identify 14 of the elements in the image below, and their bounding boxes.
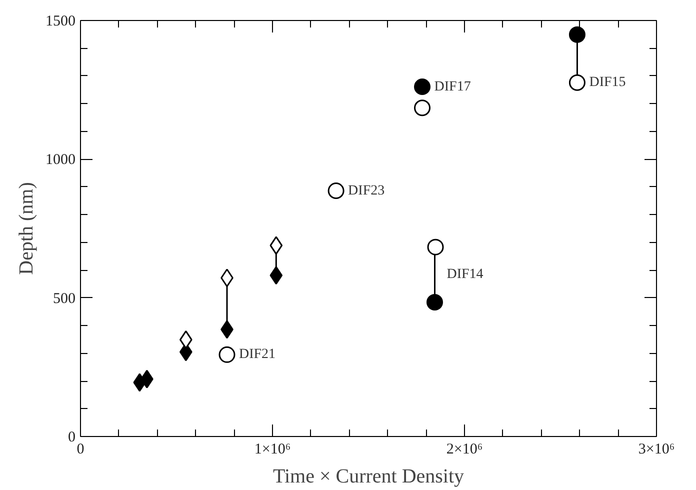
annotation: DIF21 [238, 347, 276, 362]
x-axis-title: Time × Current Density [272, 466, 464, 488]
y-tick-label: 1000 [46, 152, 76, 168]
x-tick-label: 3×10⁶ [638, 442, 675, 458]
annotation: DIF15 [589, 75, 626, 90]
x-tick-label: 2×10⁶ [446, 442, 483, 458]
annotation: DIF17 [434, 79, 471, 94]
annotation: DIF14 [446, 267, 484, 282]
y-tick-label: 500 [53, 290, 76, 307]
y-axis-title: Depth (nm) [16, 182, 38, 275]
annotation: DIF23 [348, 183, 385, 198]
y-tick-label: 1500 [46, 14, 76, 30]
y-tick-label: 0 [68, 430, 76, 446]
x-tick-label: 1×10⁶ [254, 442, 291, 458]
